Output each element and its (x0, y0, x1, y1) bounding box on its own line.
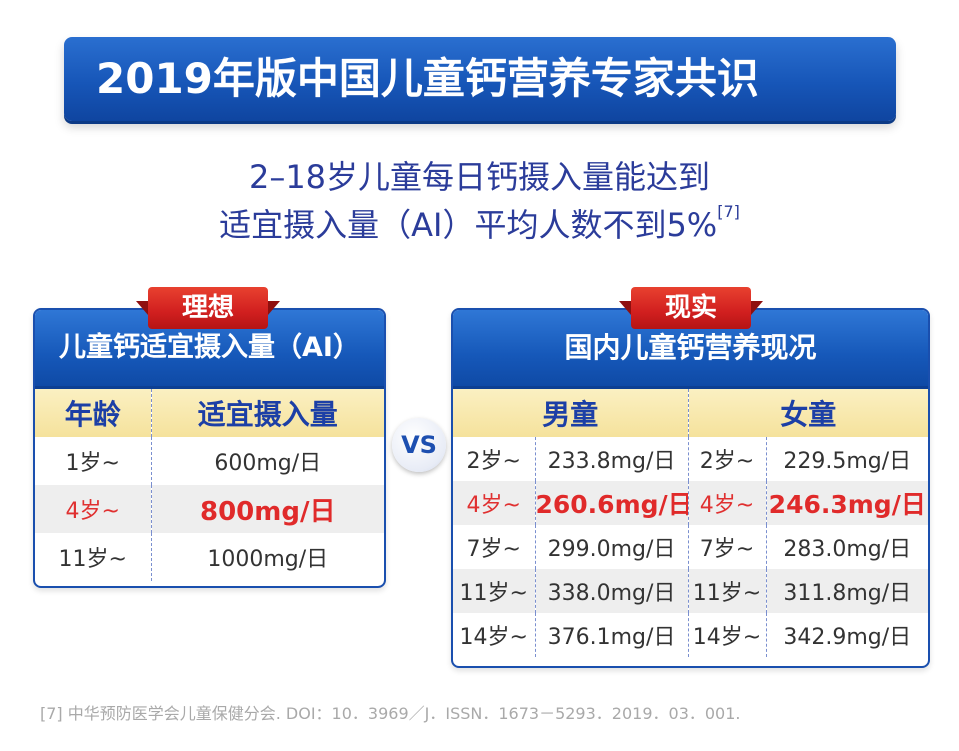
table-row: 1岁~ 600mg/日 (35, 437, 384, 485)
boy-age-cell: 14岁~ (453, 613, 536, 657)
girl-age-cell: 7岁~ (688, 525, 767, 569)
intake-cell: 1000mg/日 (207, 547, 329, 572)
intake-cell: 600mg/日 (214, 451, 322, 476)
intake-cell: 800mg/日 (151, 485, 384, 533)
boy-value-cell: 299.0mg/日 (535, 525, 689, 569)
girl-value-cell: 229.5mg/日 (783, 449, 912, 474)
girl-age-cell: 2岁~ (688, 437, 767, 481)
girl-age-cell: 14岁~ (688, 613, 767, 657)
reality-ribbon: 现实 (619, 287, 763, 329)
girl-age-cell: 4岁~ (688, 481, 767, 525)
ideal-table: 年龄 适宜摄入量 1岁~ 600mg/日 4岁~ 800mg/日 11岁~ 10… (35, 389, 384, 581)
subtitle-reference: [7] (717, 202, 740, 221)
subtitle-line-2: 适宜摄入量（AI）平均人数不到5%[7] (0, 200, 959, 246)
boy-age-cell: 11岁~ (453, 569, 536, 613)
column-header-intake: 适宜摄入量 (151, 389, 384, 437)
girl-value-cell: 311.8mg/日 (766, 569, 928, 613)
age-cell: 11岁~ (35, 533, 152, 581)
reality-panel-header: 国内儿童钙营养现况 (453, 310, 928, 389)
ideal-panel: 儿童钙适宜摄入量（AI） 年龄 适宜摄入量 1岁~ 600mg/日 4岁~ 80… (33, 308, 386, 588)
page-title: 2019年版中国儿童钙营养专家共识 (96, 54, 759, 103)
table-row: 11岁~ 1000mg/日 (35, 533, 384, 581)
table-row: 4岁~ 260.6mg/日 4岁~ 246.3mg/日 (453, 481, 928, 525)
reality-panel: 国内儿童钙营养现况 男童 女童 2岁~ 233.8mg/日 2岁~ 229.5m… (451, 308, 930, 668)
girl-value-cell: 246.3mg/日 (766, 481, 928, 525)
reality-table: 男童 女童 2岁~ 233.8mg/日 2岁~ 229.5mg/日 4岁~ 26… (453, 389, 928, 657)
boy-value-cell: 338.0mg/日 (535, 569, 689, 613)
age-cell: 1岁~ (35, 437, 152, 485)
boy-age-cell: 4岁~ (453, 481, 536, 525)
girl-value-cell: 283.0mg/日 (783, 537, 912, 562)
table-row: 14岁~ 376.1mg/日 14岁~ 342.9mg/日 (453, 613, 928, 657)
boy-value-cell: 233.8mg/日 (535, 437, 689, 481)
boy-value-cell: 376.1mg/日 (535, 613, 689, 657)
footnote: [7] 中华预防医学会儿童保健分会. DOI：10．3969／J．ISSN．16… (40, 704, 741, 723)
column-header-boys: 男童 (453, 389, 689, 437)
column-header-age: 年龄 (35, 389, 152, 437)
subtitle-line-2-text: 适宜摄入量（AI）平均人数不到5% (219, 206, 718, 244)
age-cell: 4岁~ (35, 485, 152, 533)
column-header-girls: 女童 (688, 389, 928, 437)
title-banner: 2019年版中国儿童钙营养专家共识 (64, 37, 896, 121)
ideal-ribbon: 理想 (136, 287, 280, 329)
table-row: 11岁~ 338.0mg/日 11岁~ 311.8mg/日 (453, 569, 928, 613)
table-row: 2岁~ 233.8mg/日 2岁~ 229.5mg/日 (453, 437, 928, 481)
boy-age-cell: 7岁~ (453, 525, 536, 569)
boy-age-cell: 2岁~ (453, 437, 536, 481)
vs-badge: VS (392, 418, 446, 472)
boy-value-cell: 260.6mg/日 (535, 481, 689, 525)
table-row: 7岁~ 299.0mg/日 7岁~ 283.0mg/日 (453, 525, 928, 569)
girl-value-cell: 342.9mg/日 (783, 625, 912, 650)
girl-age-cell: 11岁~ (688, 569, 767, 613)
subtitle-line-1: 2–18岁儿童每日钙摄入量能达到 (248, 158, 711, 196)
table-row: 4岁~ 800mg/日 (35, 485, 384, 533)
